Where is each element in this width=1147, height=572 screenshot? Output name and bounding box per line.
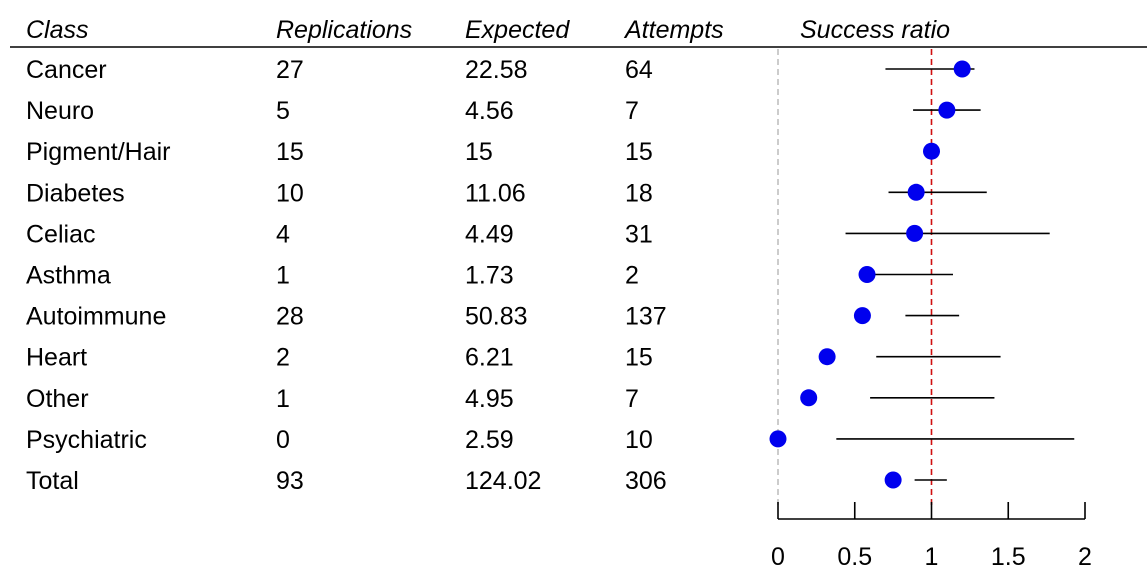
row-total-replications: 93 [276, 467, 304, 495]
row-other-attempts: 7 [625, 385, 639, 413]
row-heart-point [818, 348, 836, 366]
row-cancer-replications: 27 [276, 56, 304, 84]
row-other-expected: 4.95 [465, 385, 514, 413]
row-psychiatric-replications: 0 [276, 426, 290, 454]
row-heart-class: Heart [26, 344, 87, 372]
row-celiac-class: Celiac [26, 220, 95, 248]
row-celiac-point [906, 224, 924, 242]
row-heart-expected: 6.21 [465, 344, 514, 372]
metric-header: Success ratio [800, 16, 950, 44]
x-tick-label-3: 1.5 [991, 543, 1026, 571]
row-neuro-attempts: 7 [625, 97, 639, 125]
row-heart-attempts: 15 [625, 344, 653, 372]
row-other-replications: 1 [276, 385, 290, 413]
row-pigment-hair-attempts: 15 [625, 138, 653, 166]
row-diabetes-class: Diabetes [26, 179, 125, 207]
row-autoimmune-attempts: 137 [625, 303, 667, 331]
row-total-expected: 124.02 [465, 467, 541, 495]
row-neuro-expected: 4.56 [465, 97, 514, 125]
x-tick-label-0: 0 [771, 543, 785, 571]
row-autoimmune-expected: 50.83 [465, 303, 528, 331]
row-asthma-expected: 1.73 [465, 262, 514, 290]
row-neuro-class: Neuro [26, 97, 94, 125]
row-diabetes-attempts: 18 [625, 179, 653, 207]
x-tick-label-1: 0.5 [837, 543, 872, 571]
row-psychiatric-expected: 2.59 [465, 426, 514, 454]
row-total-class: Total [26, 467, 79, 495]
row-celiac-replications: 4 [276, 220, 290, 248]
row-neuro-replications: 5 [276, 97, 290, 125]
row-asthma-replications: 1 [276, 262, 290, 290]
row-asthma-point [858, 266, 876, 283]
column-header-replications: Replications [276, 16, 412, 44]
row-neuro-point [938, 101, 956, 119]
column-header-expected: Expected [465, 16, 570, 44]
row-heart-replications: 2 [276, 344, 290, 372]
row-other-point [800, 389, 818, 407]
row-pigment-hair-expected: 15 [465, 138, 493, 166]
row-psychiatric-class: Psychiatric [26, 426, 147, 454]
row-asthma-class: Asthma [26, 262, 111, 290]
row-pigment-hair-replications: 15 [276, 138, 304, 166]
row-total-attempts: 306 [625, 467, 667, 495]
row-diabetes-expected: 11.06 [465, 179, 526, 207]
row-cancer-class: Cancer [26, 56, 107, 84]
x-tick-label-4: 2 [1078, 543, 1092, 571]
row-celiac-attempts: 31 [625, 220, 653, 248]
row-autoimmune-point [853, 307, 871, 325]
x-tick-label-2: 1 [925, 543, 939, 571]
row-pigment-hair-point [923, 142, 940, 160]
row-autoimmune-replications: 28 [276, 303, 304, 331]
column-header-class: Class [26, 16, 89, 44]
row-other-class: Other [26, 385, 89, 413]
row-cancer-expected: 22.58 [465, 56, 528, 84]
row-autoimmune-class: Autoimmune [26, 303, 166, 331]
row-psychiatric-point [769, 430, 787, 448]
row-pigment-hair-class: Pigment/Hair [26, 138, 171, 166]
row-asthma-attempts: 2 [625, 262, 639, 290]
row-celiac-expected: 4.49 [465, 220, 514, 248]
row-psychiatric-attempts: 10 [625, 426, 653, 454]
row-diabetes-point [907, 183, 925, 201]
row-cancer-attempts: 64 [625, 56, 653, 84]
column-header-attempts: Attempts [623, 16, 724, 44]
row-diabetes-replications: 10 [276, 179, 304, 207]
row-cancer-point [953, 60, 971, 78]
row-total-point [884, 471, 902, 489]
